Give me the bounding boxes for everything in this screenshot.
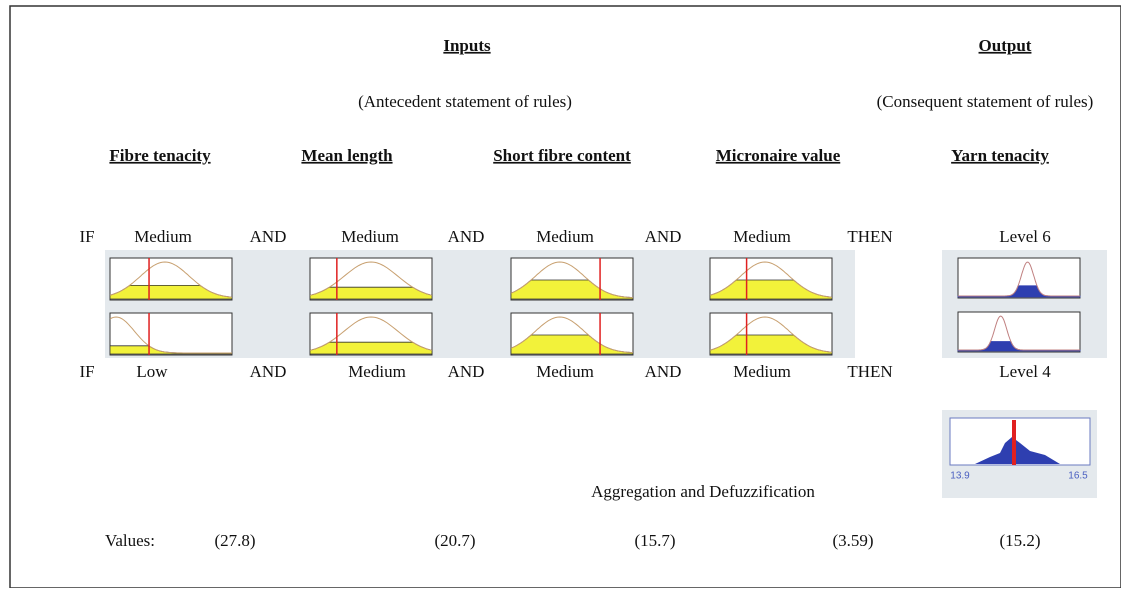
consequent-caption: (Consequent statement of rules) bbox=[877, 92, 1094, 111]
plot-frame bbox=[957, 311, 1081, 353]
keyword: IF bbox=[79, 362, 94, 381]
value: (27.8) bbox=[214, 531, 255, 550]
consequent: Level 6 bbox=[999, 227, 1050, 246]
keyword: THEN bbox=[847, 227, 892, 246]
consequent: Level 4 bbox=[999, 362, 1051, 381]
term: Medium bbox=[134, 227, 192, 246]
value: (15.2) bbox=[999, 531, 1040, 550]
value: (3.59) bbox=[832, 531, 873, 550]
keyword: AND bbox=[250, 362, 287, 381]
value: (20.7) bbox=[434, 531, 475, 550]
keyword: AND bbox=[448, 227, 485, 246]
term: Medium bbox=[348, 362, 406, 381]
column-heading: Yarn tenacity bbox=[951, 146, 1049, 165]
output-heading: Output bbox=[979, 36, 1032, 55]
rule-1: IF Medium AND Medium AND Medium AND Medi… bbox=[79, 227, 1050, 246]
membership-curve bbox=[309, 316, 433, 351]
membership-curve bbox=[958, 315, 1080, 351]
membership-curve bbox=[109, 316, 232, 354]
term: Medium bbox=[733, 227, 791, 246]
aggregation-caption: Aggregation and Defuzzification bbox=[591, 482, 815, 501]
membership-fill bbox=[309, 286, 433, 300]
aggregate-fill bbox=[975, 437, 1060, 464]
term: Medium bbox=[536, 362, 594, 381]
term: Low bbox=[136, 362, 168, 381]
values-label: Values: bbox=[105, 531, 155, 550]
membership-curve bbox=[309, 261, 433, 296]
membership-curve bbox=[709, 316, 833, 353]
membership-curve bbox=[958, 261, 1080, 297]
value: (15.7) bbox=[634, 531, 675, 550]
membership-curve bbox=[510, 261, 634, 299]
column-heading: Micronaire value bbox=[716, 146, 841, 165]
membership-curve bbox=[709, 261, 833, 298]
keyword: IF bbox=[79, 227, 94, 246]
axis-min: 13.9 bbox=[950, 471, 970, 482]
column-heading: Mean length bbox=[301, 146, 393, 165]
axis-max: 16.5 bbox=[1068, 471, 1088, 482]
term: Medium bbox=[536, 227, 594, 246]
term: Medium bbox=[341, 227, 399, 246]
column-heading: Fibre tenacity bbox=[109, 146, 211, 165]
antecedent-caption: (Antecedent statement of rules) bbox=[358, 92, 572, 111]
keyword: AND bbox=[448, 362, 485, 381]
membership-curve bbox=[510, 316, 634, 354]
inputs-heading: Inputs bbox=[443, 36, 491, 55]
column-heading: Short fibre content bbox=[493, 146, 631, 165]
membership-fill bbox=[309, 341, 433, 355]
keyword: AND bbox=[645, 362, 682, 381]
keyword: AND bbox=[250, 227, 287, 246]
rule-2: IF Low AND Medium AND Medium AND Medium … bbox=[79, 362, 1051, 381]
membership-curve bbox=[109, 261, 233, 298]
keyword: THEN bbox=[847, 362, 892, 381]
keyword: AND bbox=[645, 227, 682, 246]
plots bbox=[109, 257, 1091, 466]
term: Medium bbox=[733, 362, 791, 381]
